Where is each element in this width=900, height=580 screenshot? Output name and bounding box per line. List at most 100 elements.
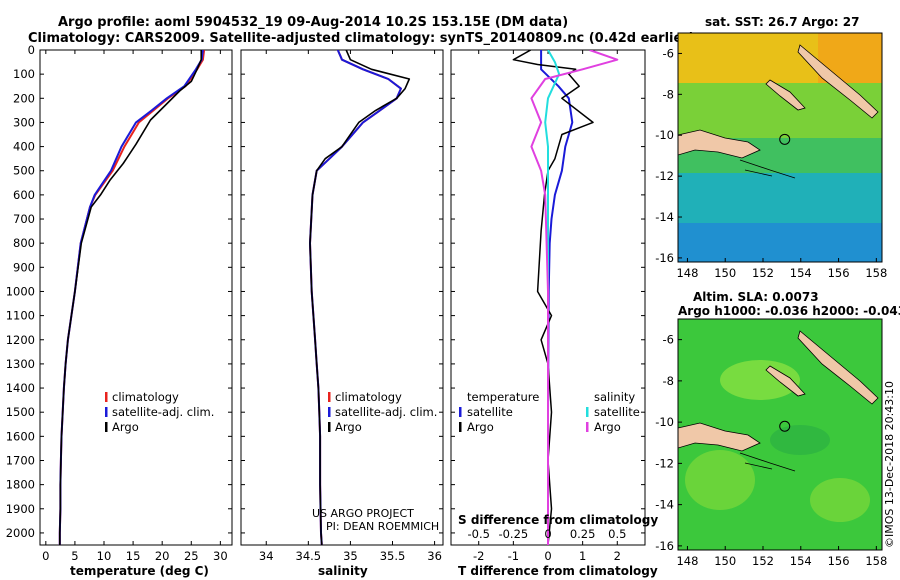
lat-tick-label: -12 bbox=[655, 169, 674, 183]
map-sla: Altim. SLA: 0.0073 Argo h1000: -0.036 h2… bbox=[655, 290, 900, 568]
legend-salinity-panel: climatology satellite-adj. clim. Argo bbox=[328, 390, 437, 434]
depth-tick-label: 500 bbox=[13, 164, 35, 178]
x2-tick-label: -0.25 bbox=[498, 527, 528, 541]
lat-tick-label: -14 bbox=[655, 498, 674, 512]
x-tick-label: 0 bbox=[544, 549, 551, 563]
temperature-xlabel: temperature (deg C) bbox=[70, 564, 209, 578]
lon-tick-label: 154 bbox=[790, 266, 812, 280]
difference-x-ticks: -2 -1 0 1 2 bbox=[473, 50, 621, 563]
x-tick-label: 34 bbox=[259, 549, 274, 563]
png-coast bbox=[678, 129, 761, 159]
island-small-2 bbox=[765, 365, 806, 397]
x2-tick-label: 0 bbox=[544, 527, 551, 541]
project-line1: US ARGO PROJECT bbox=[312, 507, 414, 520]
sst-cold-zone bbox=[678, 223, 882, 262]
depth-tick-label: 1700 bbox=[6, 453, 35, 467]
lon-tick-label: 148 bbox=[676, 554, 698, 568]
x-tick-label: 34.5 bbox=[296, 549, 322, 563]
legend-argo-2: Argo bbox=[335, 420, 362, 434]
legend-swatch-argo bbox=[105, 422, 108, 432]
sla-axes: 148 150 152 154 156 158 -6 -8 -10 -12 -14 -16 bbox=[655, 333, 887, 568]
panel-temperature: 0 5 10 15 20 25 30 temperature (deg C) climato… bbox=[39, 49, 233, 578]
sst-axes: 148 150 152 154 156 158 -6 -8 -10 -12 -14 -16 bbox=[655, 46, 887, 280]
legend-s-satellite: satellite bbox=[594, 405, 640, 419]
legend-t-argo: Argo bbox=[467, 420, 494, 434]
x-tick-label: 25 bbox=[184, 549, 199, 563]
depth-tick-label: 1300 bbox=[6, 357, 35, 371]
legend-swatch-climatology bbox=[105, 392, 108, 402]
difference-x2label: S difference from climatology bbox=[458, 513, 658, 527]
lon-tick-label: 150 bbox=[714, 554, 736, 568]
series-line-temperature-argo bbox=[512, 50, 594, 545]
panel-temperature-frame bbox=[39, 49, 233, 546]
depth-tick-label: 600 bbox=[13, 188, 35, 202]
reef-islands-2 bbox=[739, 452, 796, 472]
depth-tick-label: 300 bbox=[13, 115, 35, 129]
depth-tick-label: 1900 bbox=[6, 502, 35, 516]
depth-tick-label: 1100 bbox=[6, 309, 35, 323]
depth-tick-label: 900 bbox=[13, 260, 35, 274]
legend-satellite-adj-2: satellite-adj. clim. bbox=[335, 405, 437, 419]
depth-tick-label: 0 bbox=[28, 43, 35, 57]
salinity-xlabel: salinity bbox=[318, 564, 368, 578]
header-line1: Argo profile: aoml 5904532_19 09-Aug-201… bbox=[58, 15, 568, 30]
x2-tick-label: -0.5 bbox=[467, 527, 489, 541]
x-tick-label: 15 bbox=[126, 549, 141, 563]
depth-tick-label: 800 bbox=[13, 236, 35, 250]
depth-tick-label: 2000 bbox=[6, 526, 35, 540]
temperature-x-ticks: 0 5 10 15 20 25 30 bbox=[42, 50, 228, 563]
legend-s-argo: Argo bbox=[594, 420, 621, 434]
png-coast-2 bbox=[678, 422, 761, 452]
legend-climatology: climatology bbox=[112, 390, 179, 404]
lat-tick-label: -16 bbox=[655, 251, 674, 265]
series-line-climatology bbox=[58, 50, 206, 545]
lat-tick-label: -14 bbox=[655, 210, 674, 224]
series-line-salinity-argo bbox=[530, 50, 619, 545]
x-tick-label: 5 bbox=[71, 549, 78, 563]
lon-tick-label: 148 bbox=[676, 266, 698, 280]
lat-tick-label: -6 bbox=[663, 46, 674, 60]
lon-tick-label: 150 bbox=[714, 266, 736, 280]
lon-tick-label: 156 bbox=[828, 266, 850, 280]
island-arc-2 bbox=[797, 330, 879, 405]
salinity-x-ticks: 34 34.5 35 35.5 36 bbox=[259, 50, 442, 563]
legend-swatch-s-argo bbox=[586, 422, 589, 432]
legend-swatch-t-argo bbox=[459, 422, 462, 432]
legend-temperature-panel: climatology satellite-adj. clim. Argo bbox=[105, 390, 214, 434]
lat-tick-label: -16 bbox=[655, 539, 674, 553]
island-small bbox=[765, 79, 806, 111]
legend-argo: Argo bbox=[112, 420, 139, 434]
series-line-satellite-adj-clim- bbox=[58, 50, 204, 545]
x2-tick-label: 0.25 bbox=[570, 527, 596, 541]
legend-swatch-t-satellite bbox=[459, 407, 462, 417]
series-line-satellite-adj-clim- bbox=[309, 50, 402, 545]
sst-cool-zone bbox=[678, 173, 882, 223]
map-sst: sat. SST: 26.7 Argo: 27 148 150 152 154 156 1… bbox=[655, 15, 887, 280]
reef-islands bbox=[739, 159, 796, 179]
lat-tick-label: -8 bbox=[663, 87, 674, 101]
panel-difference: -2 -1 0 1 2 T difference from climatology S … bbox=[450, 49, 658, 578]
x-tick-label: 30 bbox=[213, 549, 228, 563]
legend-difference-panel: temperature satellite Argo salinity sate… bbox=[459, 390, 640, 434]
sla-profile-marker bbox=[779, 420, 791, 432]
legend-swatch-satellite-2 bbox=[328, 407, 331, 417]
x-tick-label: 0 bbox=[42, 549, 49, 563]
depth-tick-label: 1600 bbox=[6, 429, 35, 443]
x-tick-label: 2 bbox=[614, 549, 621, 563]
x-tick-label: 10 bbox=[97, 549, 112, 563]
legend-t-satellite: satellite bbox=[467, 405, 513, 419]
header-line2: Climatology: CARS2009. Satellite-adjuste… bbox=[28, 31, 695, 46]
x-tick-label: 35 bbox=[343, 549, 358, 563]
x-tick-label: -2 bbox=[473, 549, 484, 563]
island-arc bbox=[797, 44, 879, 119]
lon-tick-label: 154 bbox=[790, 554, 812, 568]
lat-tick-label: -10 bbox=[655, 128, 674, 142]
depth-tick-label: 700 bbox=[13, 212, 35, 226]
depth-tick-label: 1000 bbox=[6, 284, 35, 298]
project-line2: PI: DEAN ROEMMICH bbox=[326, 520, 439, 533]
sla-low-1 bbox=[770, 425, 830, 455]
lon-tick-label: 152 bbox=[752, 554, 774, 568]
x-tick-label: 35.5 bbox=[380, 549, 406, 563]
lon-tick-label: 152 bbox=[752, 266, 774, 280]
depth-tick-label: 100 bbox=[13, 67, 35, 81]
